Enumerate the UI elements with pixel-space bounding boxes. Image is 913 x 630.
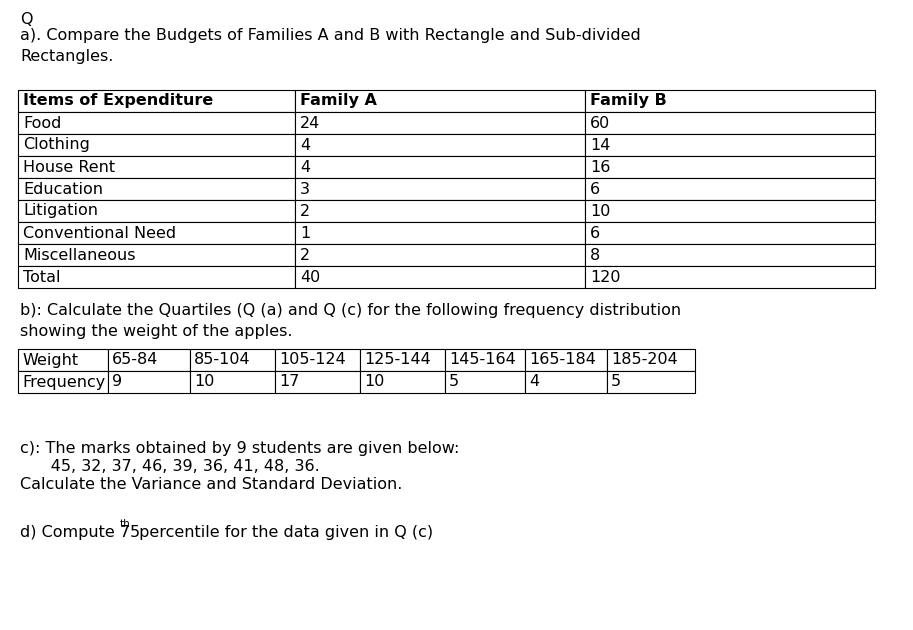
- Bar: [18, 371, 108, 393]
- Bar: [295, 200, 585, 222]
- Text: 14: 14: [590, 137, 611, 152]
- Text: 105-124: 105-124: [279, 353, 346, 367]
- Bar: [585, 178, 875, 200]
- Text: 5: 5: [449, 374, 459, 389]
- Text: 4: 4: [529, 374, 539, 389]
- Bar: [585, 266, 875, 288]
- Text: House Rent: House Rent: [23, 159, 115, 175]
- Bar: [108, 349, 190, 371]
- Bar: [445, 371, 525, 393]
- Text: 17: 17: [279, 374, 299, 389]
- Bar: [585, 156, 875, 178]
- Bar: [607, 371, 695, 393]
- Bar: [295, 266, 585, 288]
- Bar: [445, 349, 525, 371]
- Bar: [18, 222, 295, 244]
- Text: Q: Q: [20, 12, 33, 27]
- Bar: [585, 134, 875, 156]
- Text: Weight: Weight: [22, 353, 79, 367]
- Bar: [18, 266, 295, 288]
- Bar: [295, 134, 585, 156]
- Bar: [585, 90, 875, 112]
- Text: 125-144: 125-144: [364, 353, 431, 367]
- Bar: [190, 349, 275, 371]
- Text: 165-184: 165-184: [529, 353, 596, 367]
- Text: 185-204: 185-204: [611, 353, 677, 367]
- Text: th: th: [120, 519, 131, 529]
- Bar: [18, 90, 295, 112]
- Text: 3: 3: [300, 181, 310, 197]
- Bar: [275, 349, 360, 371]
- Text: Frequency: Frequency: [22, 374, 105, 389]
- Text: b): Calculate the Quartiles (Q (a) and Q (c) for the following frequency distrib: b): Calculate the Quartiles (Q (a) and Q…: [20, 303, 681, 339]
- Text: 145-164: 145-164: [449, 353, 516, 367]
- Bar: [607, 349, 695, 371]
- Bar: [18, 244, 295, 266]
- Text: Clothing: Clothing: [23, 137, 89, 152]
- Text: 120: 120: [590, 270, 621, 285]
- Bar: [295, 222, 585, 244]
- Bar: [18, 112, 295, 134]
- Bar: [108, 371, 190, 393]
- Text: 24: 24: [300, 115, 320, 130]
- Text: d) Compute 75: d) Compute 75: [20, 525, 140, 540]
- Text: 8: 8: [590, 248, 600, 263]
- Text: 45, 32, 37, 46, 39, 36, 41, 48, 36.: 45, 32, 37, 46, 39, 36, 41, 48, 36.: [20, 459, 320, 474]
- Bar: [295, 178, 585, 200]
- Bar: [295, 112, 585, 134]
- Bar: [360, 349, 445, 371]
- Bar: [525, 371, 607, 393]
- Text: 16: 16: [590, 159, 611, 175]
- Bar: [585, 112, 875, 134]
- Text: Calculate the Variance and Standard Deviation.: Calculate the Variance and Standard Devi…: [20, 477, 403, 492]
- Bar: [18, 349, 108, 371]
- Bar: [275, 371, 360, 393]
- Text: Total: Total: [23, 270, 60, 285]
- Bar: [585, 222, 875, 244]
- Text: 10: 10: [364, 374, 384, 389]
- Bar: [18, 200, 295, 222]
- Text: percentile for the data given in Q (c): percentile for the data given in Q (c): [134, 525, 433, 540]
- Bar: [585, 200, 875, 222]
- Text: Family A: Family A: [300, 93, 377, 108]
- Text: 6: 6: [590, 226, 600, 241]
- Bar: [585, 244, 875, 266]
- Text: 10: 10: [590, 203, 611, 219]
- Text: 60: 60: [590, 115, 610, 130]
- Text: 5: 5: [611, 374, 621, 389]
- Text: 2: 2: [300, 248, 310, 263]
- Text: 9: 9: [112, 374, 122, 389]
- Bar: [525, 349, 607, 371]
- Text: 85-104: 85-104: [194, 353, 251, 367]
- Text: 1: 1: [300, 226, 310, 241]
- Text: a). Compare the Budgets of Families A and B with Rectangle and Sub-divided
Recta: a). Compare the Budgets of Families A an…: [20, 28, 641, 64]
- Text: Conventional Need: Conventional Need: [23, 226, 176, 241]
- Text: 10: 10: [194, 374, 215, 389]
- Bar: [190, 371, 275, 393]
- Bar: [18, 156, 295, 178]
- Bar: [360, 371, 445, 393]
- Text: Education: Education: [23, 181, 103, 197]
- Bar: [18, 178, 295, 200]
- Text: 65-84: 65-84: [112, 353, 158, 367]
- Bar: [295, 156, 585, 178]
- Bar: [18, 134, 295, 156]
- Text: 6: 6: [590, 181, 600, 197]
- Bar: [295, 90, 585, 112]
- Text: Food: Food: [23, 115, 61, 130]
- Text: 4: 4: [300, 159, 310, 175]
- Text: 2: 2: [300, 203, 310, 219]
- Text: 4: 4: [300, 137, 310, 152]
- Bar: [295, 244, 585, 266]
- Text: Family B: Family B: [590, 93, 666, 108]
- Text: Items of Expenditure: Items of Expenditure: [23, 93, 214, 108]
- Text: 40: 40: [300, 270, 320, 285]
- Text: c): The marks obtained by 9 students are given below:: c): The marks obtained by 9 students are…: [20, 441, 459, 456]
- Text: Miscellaneous: Miscellaneous: [23, 248, 135, 263]
- Text: Litigation: Litigation: [23, 203, 98, 219]
